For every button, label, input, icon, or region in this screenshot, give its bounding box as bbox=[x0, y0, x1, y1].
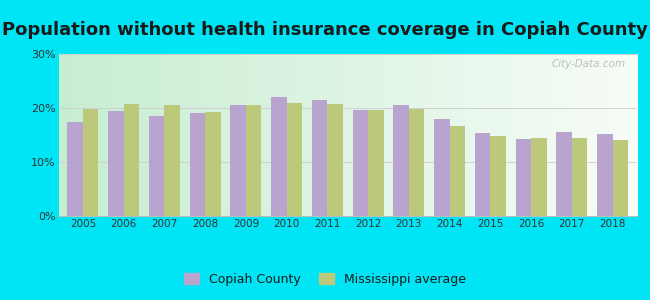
Bar bbox=[328, 104, 343, 216]
Bar bbox=[515, 139, 531, 216]
Bar bbox=[205, 112, 220, 216]
Bar bbox=[271, 97, 287, 216]
Bar bbox=[353, 110, 368, 216]
Bar bbox=[556, 132, 572, 216]
Bar bbox=[597, 134, 612, 216]
Text: Population without health insurance coverage in Copiah County: Population without health insurance cove… bbox=[2, 21, 648, 39]
Bar bbox=[246, 105, 261, 216]
Bar bbox=[475, 134, 490, 216]
Bar bbox=[572, 138, 588, 216]
Bar bbox=[368, 110, 384, 216]
Bar bbox=[612, 140, 628, 216]
Bar bbox=[531, 138, 547, 216]
Bar bbox=[164, 105, 180, 216]
Bar bbox=[149, 116, 164, 216]
Bar bbox=[108, 111, 124, 216]
Bar bbox=[190, 113, 205, 216]
Bar bbox=[490, 136, 506, 216]
Bar bbox=[409, 109, 424, 216]
Bar bbox=[124, 104, 139, 216]
Bar bbox=[393, 105, 409, 216]
Bar bbox=[434, 119, 450, 216]
Text: City-Data.com: City-Data.com bbox=[551, 59, 625, 69]
Bar bbox=[287, 103, 302, 216]
Bar bbox=[450, 126, 465, 216]
Bar bbox=[68, 122, 83, 216]
Bar bbox=[230, 105, 246, 216]
Bar bbox=[83, 109, 98, 216]
Legend: Copiah County, Mississippi average: Copiah County, Mississippi average bbox=[179, 268, 471, 291]
Bar bbox=[312, 100, 328, 216]
